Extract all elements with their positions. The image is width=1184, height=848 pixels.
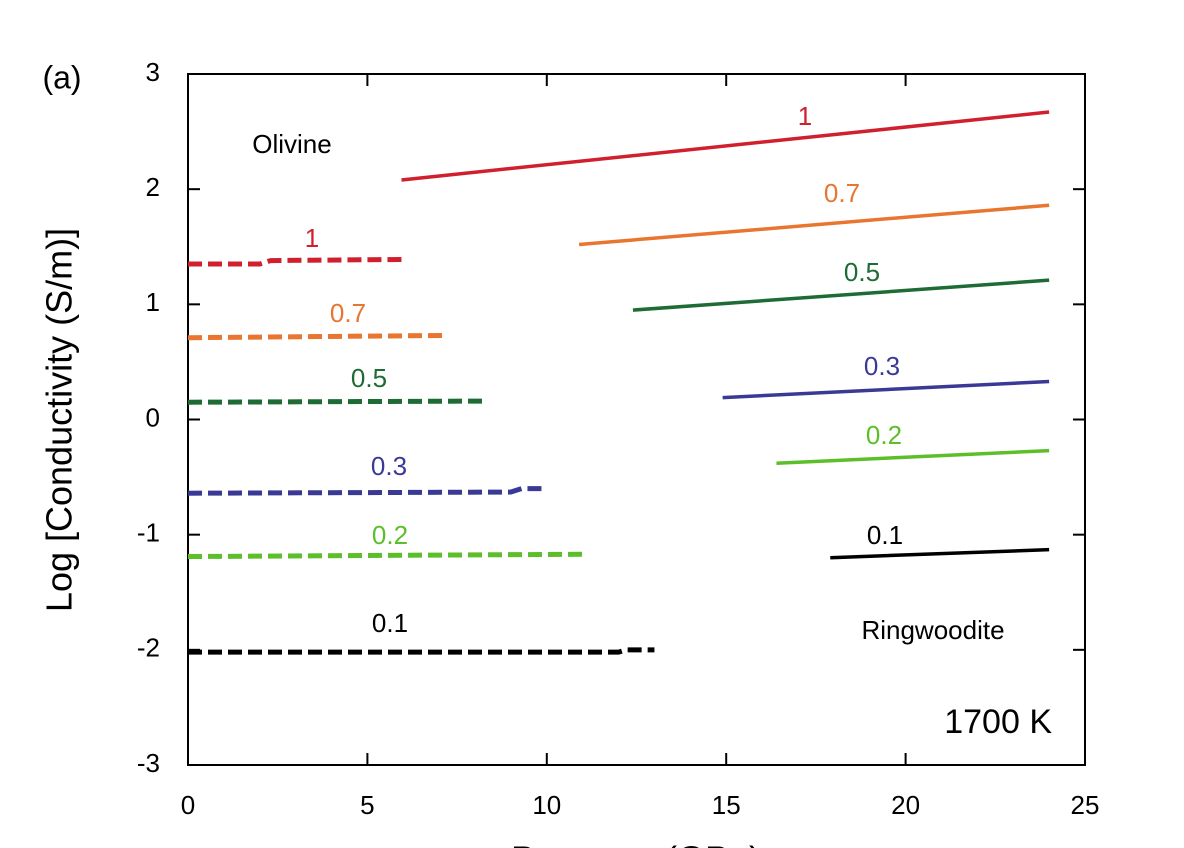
x-axis-label: Pressure (GPa) (511, 839, 761, 848)
y-tick-label: -3 (137, 748, 160, 778)
y-tick-label: -2 (137, 633, 160, 663)
series-line (722, 379, 1050, 400)
x-tick-label: 20 (891, 790, 920, 820)
series-label: 0.5 (844, 257, 880, 287)
x-tick-label: 10 (532, 790, 561, 820)
y-tick-label: 1 (146, 287, 160, 317)
series-line (188, 647, 655, 655)
panel-label: (a) (42, 59, 81, 95)
series-line (188, 256, 407, 267)
series-label: 0.1 (372, 608, 408, 638)
x-tick-label: 5 (360, 790, 374, 820)
series-label: 0.7 (824, 178, 860, 208)
series-label: 0.5 (351, 363, 387, 393)
y-tick-label: 0 (146, 402, 160, 432)
y-tick-label: -1 (137, 518, 160, 548)
x-tick-label: 25 (1071, 790, 1100, 820)
series-line (187, 332, 447, 341)
series-label: 0.2 (866, 420, 902, 450)
series-line (187, 486, 544, 496)
series-line (632, 278, 1050, 312)
series-label: 0.7 (330, 298, 366, 328)
annotation: Olivine (252, 129, 331, 159)
series-line (578, 203, 1050, 247)
y-axis-label: Log [Conductivity (S/m)] (39, 228, 80, 612)
y-tick-label: 2 (146, 172, 160, 202)
series-line (187, 398, 486, 405)
x-tick-label: 0 (181, 790, 195, 820)
plot-frame (187, 73, 1086, 766)
series-line (830, 547, 1050, 560)
series-label: 1 (798, 101, 812, 131)
series-line (187, 551, 583, 560)
series-line (776, 448, 1050, 466)
annotation: Ringwoodite (861, 615, 1004, 645)
series-label: 0.3 (371, 451, 407, 481)
series-label: 0.3 (864, 351, 900, 381)
series-label: 1 (305, 223, 319, 253)
x-tick-label: 15 (712, 790, 741, 820)
series-label: 0.2 (372, 520, 408, 550)
series-label: 0.1 (867, 520, 903, 550)
y-tick-label: 3 (146, 57, 160, 87)
annotation: 1700 K (944, 703, 1052, 741)
series-line (401, 110, 1050, 182)
